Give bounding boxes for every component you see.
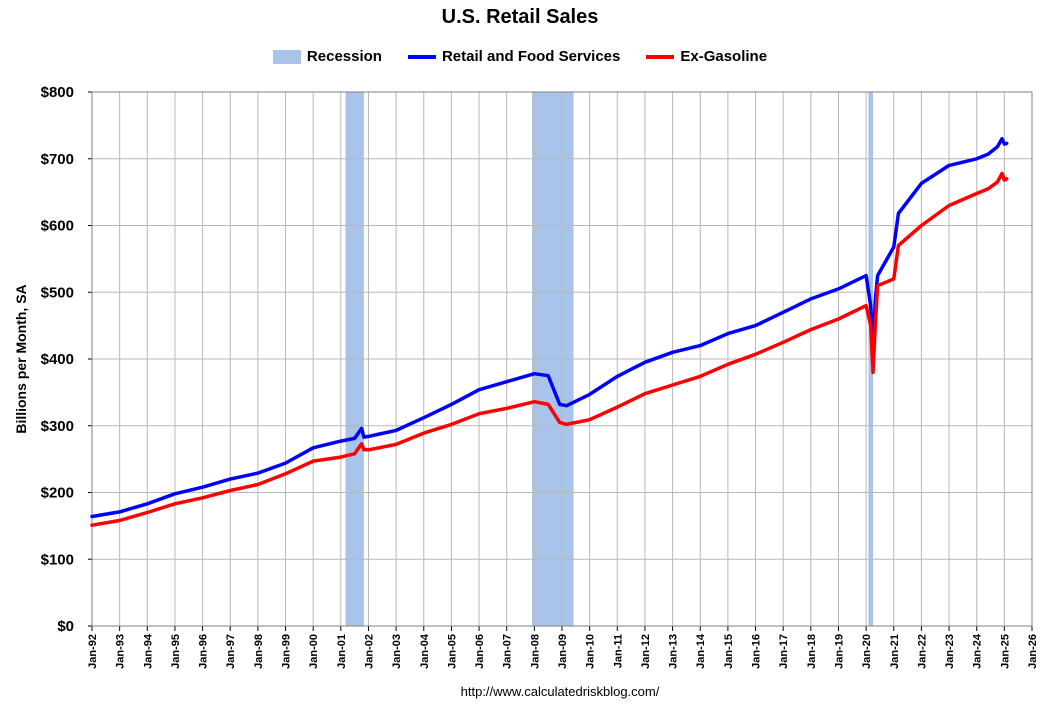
x-tick-label: Jan-99 [281, 634, 293, 669]
y-tick-label: $800 [41, 84, 74, 101]
x-tick-label: Jan-10 [585, 634, 597, 669]
x-tick-label: Jan-97 [225, 634, 237, 669]
x-tick-label: Jan-26 [1027, 634, 1039, 669]
legend-item-recession: Recession [272, 48, 382, 65]
chart-title: U.S. Retail Sales [441, 6, 599, 28]
legend: Recession Retail and Food Services Ex-Ga… [0, 48, 1040, 65]
legend-label-recession: Recession [306, 48, 382, 65]
legend-swatch-recession [272, 49, 301, 64]
x-tick-label: Jan-04 [419, 633, 431, 669]
x-tick-label: Jan-93 [115, 634, 127, 669]
x-tick-label: Jan-98 [253, 634, 265, 669]
x-tick-label: Jan-94 [142, 633, 154, 669]
x-tick-label: Jan-09 [557, 634, 569, 669]
y-tick-label: $700 [41, 151, 74, 168]
x-tick-label: Jan-21 [889, 634, 901, 669]
y-tick-label: $200 [41, 485, 74, 502]
x-tick-label: Jan-15 [723, 634, 735, 669]
x-tick-label: Jan-12 [640, 634, 652, 669]
x-tick-label: Jan-11 [612, 634, 624, 668]
x-tick-label: Jan-02 [363, 634, 375, 669]
legend-swatch-ex-gasoline [646, 54, 675, 59]
legend-item-ex-gasoline: Ex-Gasoline [646, 48, 767, 65]
x-tick-label: Jan-03 [391, 634, 403, 669]
plot-frame [91, 91, 1033, 627]
x-tick-label: Jan-23 [944, 634, 956, 669]
x-tick-label: Jan-13 [668, 634, 680, 669]
y-axis-label: Billions per Month, SA [13, 284, 29, 433]
source-url: http://www.calculatedriskblog.com/ [460, 684, 660, 699]
x-tick-label: Jan-06 [474, 634, 486, 669]
y-tick-label: $0 [57, 618, 74, 635]
y-tick-label: $400 [41, 351, 74, 368]
x-tick-label: Jan-16 [751, 634, 763, 669]
x-tick-label: Jan-14 [695, 633, 707, 669]
x-tick-label: Jan-22 [916, 634, 928, 669]
series-line-0 [90, 136, 1009, 519]
y-tick-label: $100 [41, 551, 74, 568]
x-tick-label: Jan-20 [861, 634, 873, 669]
series-line-1 [90, 171, 1009, 527]
x-tick-label: Jan-92 [87, 634, 99, 669]
x-tick-label: Jan-18 [806, 634, 818, 669]
x-tick-label: Jan-19 [833, 634, 845, 669]
x-tick-label: Jan-08 [529, 634, 541, 669]
legend-swatch-retail [407, 54, 436, 59]
y-tick-label: $600 [41, 218, 74, 235]
x-tick-label: Jan-25 [999, 634, 1011, 669]
legend-label-ex-gasoline: Ex-Gasoline [680, 48, 768, 65]
legend-item-retail: Retail and Food Services [407, 48, 621, 65]
x-tick-label: Jan-01 [336, 634, 348, 669]
legend-label-retail: Retail and Food Services [441, 48, 621, 65]
x-tick-label: Jan-07 [502, 634, 514, 669]
x-tick-label: Jan-17 [778, 634, 790, 669]
x-tick-label: Jan-24 [972, 633, 984, 669]
x-tick-label: Jan-95 [170, 634, 182, 669]
x-tick-label: Jan-96 [198, 634, 210, 669]
y-tick-label: $300 [41, 418, 74, 435]
y-tick-label: $500 [41, 284, 74, 301]
x-tick-label: Jan-05 [446, 634, 458, 669]
x-tick-label: Jan-00 [308, 634, 320, 669]
